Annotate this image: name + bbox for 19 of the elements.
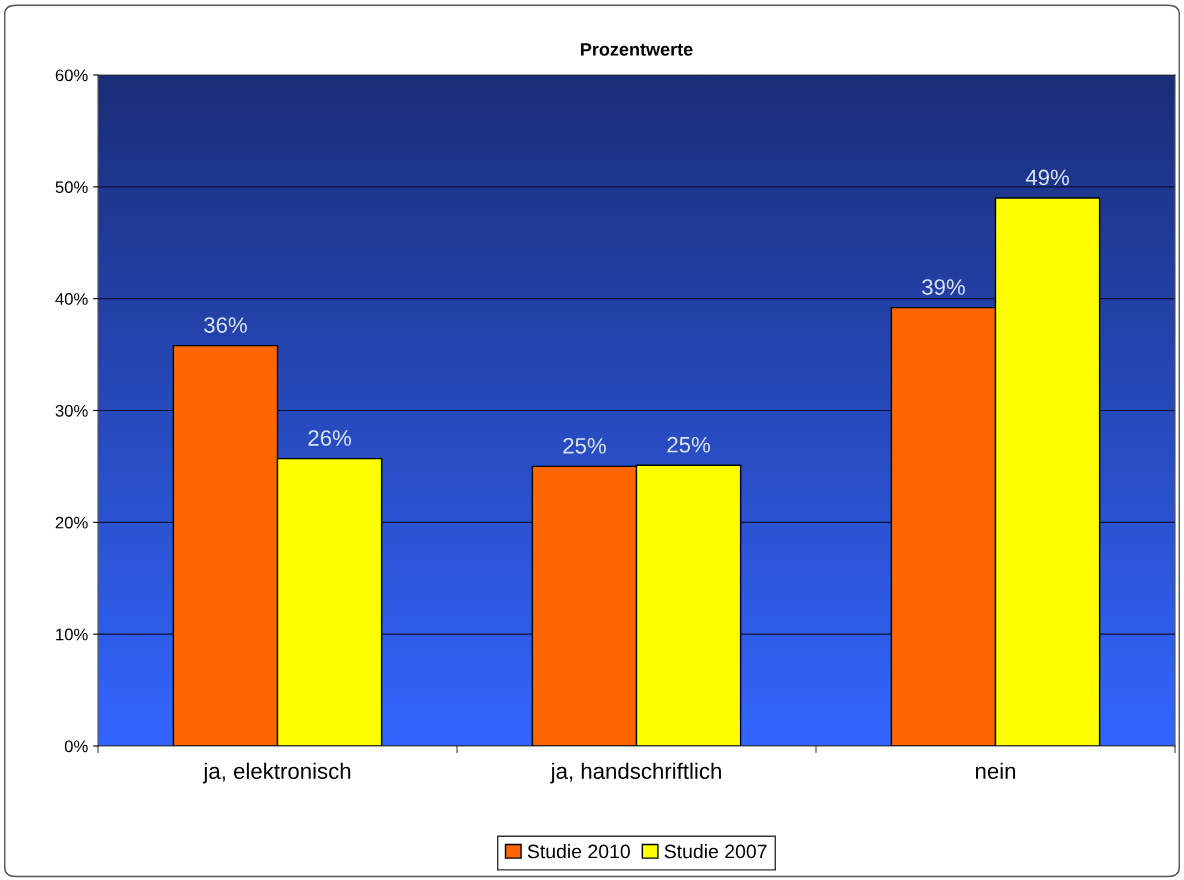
y-tick-label: 30% — [55, 404, 88, 417]
data-label: 25% — [563, 437, 606, 454]
x-tick-label: ja, handschriftlich — [550, 762, 721, 784]
data-label: 26% — [308, 430, 351, 446]
chart-title: Prozentwerte — [581, 43, 693, 56]
x-tick-label: nein — [975, 762, 1016, 779]
data-label: 25% — [667, 436, 710, 453]
legend-label: Studie 2007 — [664, 844, 767, 859]
y-tick-label: 60% — [55, 69, 88, 82]
y-tick-label: 50% — [55, 181, 88, 194]
y-tick-label: 40% — [55, 293, 88, 305]
y-tick-label: 10% — [56, 628, 88, 641]
legend-label: Studie 2010 — [527, 844, 630, 859]
data-label: 36% — [204, 317, 247, 333]
y-tick-label: 0% — [64, 740, 88, 753]
x-tick-label: ja, elektronisch — [202, 762, 351, 784]
data-label: 39% — [922, 279, 965, 295]
data-label: 49% — [1025, 169, 1069, 186]
y-tick-label: 20% — [55, 516, 88, 529]
